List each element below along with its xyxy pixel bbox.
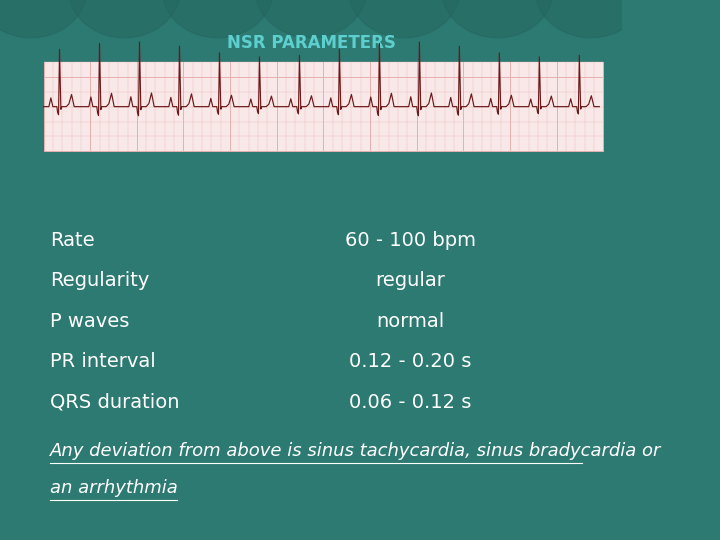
Text: regular: regular — [376, 271, 446, 291]
Text: 0.06 - 0.12 s: 0.06 - 0.12 s — [349, 393, 472, 412]
Text: 60 - 100 bpm: 60 - 100 bpm — [345, 231, 476, 250]
Text: P waves: P waves — [50, 312, 129, 331]
Text: NSR PARAMETERS: NSR PARAMETERS — [227, 34, 395, 52]
Text: an arrhythmia: an arrhythmia — [50, 478, 178, 497]
Text: Any deviation from above is sinus tachycardia, sinus bradycardia or: Any deviation from above is sinus tachyc… — [50, 442, 661, 460]
Text: 0.12 - 0.20 s: 0.12 - 0.20 s — [349, 352, 472, 372]
Text: Regularity: Regularity — [50, 271, 149, 291]
Circle shape — [0, 0, 87, 38]
Text: QRS duration: QRS duration — [50, 393, 179, 412]
Circle shape — [348, 0, 460, 38]
Text: PR interval: PR interval — [50, 352, 156, 372]
Circle shape — [162, 0, 274, 38]
Circle shape — [68, 0, 181, 38]
Text: normal: normal — [377, 312, 445, 331]
FancyBboxPatch shape — [43, 62, 603, 151]
Text: Rate: Rate — [50, 231, 94, 250]
Circle shape — [441, 0, 554, 38]
Circle shape — [255, 0, 367, 38]
Circle shape — [535, 0, 647, 38]
